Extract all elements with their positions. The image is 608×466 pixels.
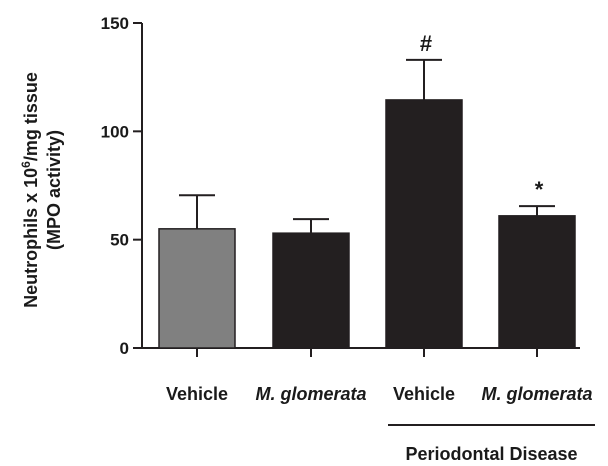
significance-marker: # (420, 31, 432, 56)
y-tick-label: 0 (120, 339, 129, 358)
x-category-label: M. glomerata (481, 384, 592, 404)
group-label: Periodontal Disease (405, 444, 577, 464)
y-axis-label-tail: /mg tissue (21, 72, 41, 161)
y-tick-label: 50 (110, 231, 129, 250)
y-tick-label: 100 (101, 122, 129, 141)
significance-marker: * (535, 177, 544, 202)
bar (272, 232, 350, 349)
bar (158, 228, 236, 349)
x-category-label: Vehicle (166, 384, 228, 404)
y-tick-label: 150 (101, 14, 129, 33)
plot-area: 0 50 100 150 Vehicle M. glomerata Vehicle # M. g… (101, 14, 595, 464)
bar (385, 99, 463, 349)
x-category-label: Vehicle (393, 384, 455, 404)
y-axis-label-main: Neutrophils x 10 (21, 168, 41, 308)
y-axis-label-superscript: 6 (19, 161, 33, 168)
x-category-label: M. glomerata (255, 384, 366, 404)
bar (498, 215, 576, 349)
y-axis-label: Neutrophils x 106/mg tissue (MPO activit… (19, 72, 64, 308)
y-axis-label-line1: Neutrophils x 106/mg tissue (19, 72, 41, 308)
y-axis-label-line2: (MPO activity) (44, 130, 64, 250)
